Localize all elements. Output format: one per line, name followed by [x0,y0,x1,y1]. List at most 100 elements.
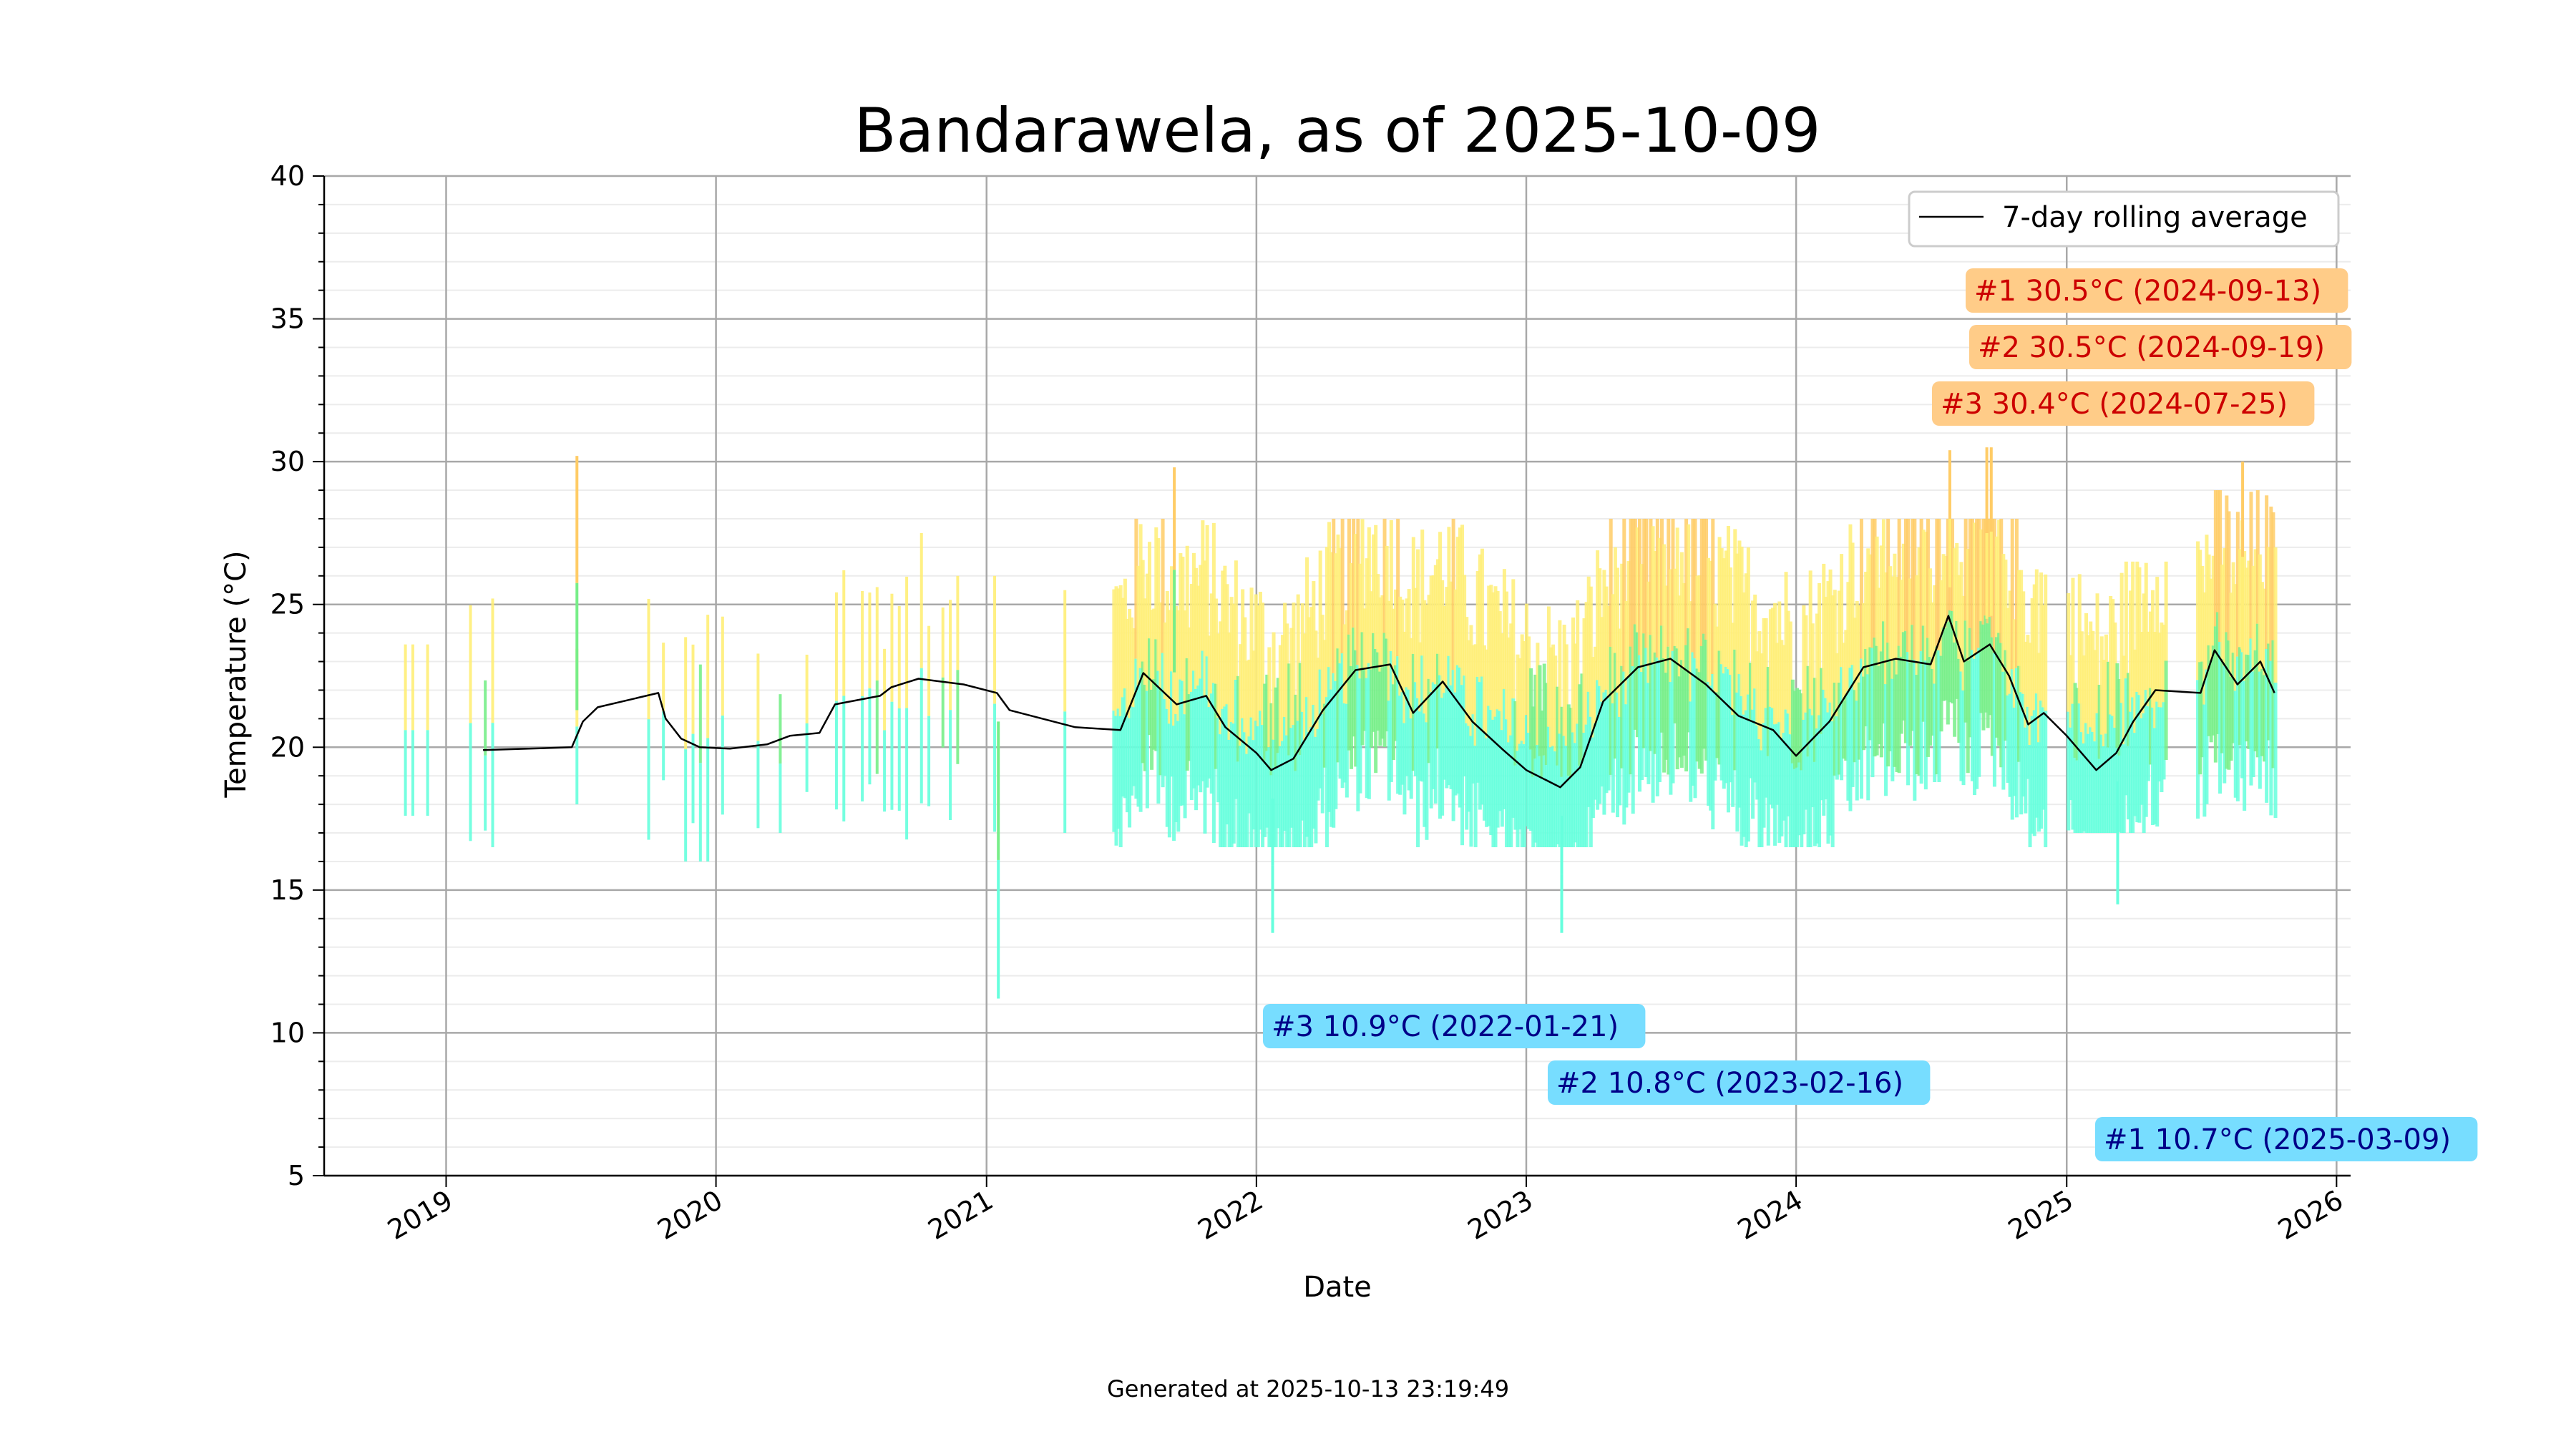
daily-min-bar [1822,689,1826,816]
daily-max-bar [1995,536,1999,638]
daily-max-bar [1544,683,1548,766]
daily-min-bar [1249,717,1254,847]
daily-max-bar [1715,626,1719,693]
daily-max-bar [1507,637,1511,743]
daily-min-bar [2107,747,2111,834]
daily-max-bar [1372,534,1376,633]
daily-min-bar [1385,638,1389,732]
daily-min-bar [1780,738,1784,836]
daily-max-bar [1999,518,2004,643]
daily-min-bar [2142,713,2146,834]
daily-max-bar [1977,518,1981,648]
daily-max-bar [1795,688,1800,768]
daily-min-bar [1970,650,1974,781]
daily-min-bar [1158,688,1163,776]
daily-min-bar [2137,695,2142,823]
daily-max-bar [1813,678,1817,762]
daily-max-bar [2001,554,2006,672]
daily-max-bar [1846,582,1850,692]
daily-max-bar [1147,542,1151,639]
daily-max-bar [1438,532,1443,675]
daily-min-bar [1990,637,1994,756]
daily-max-bar [1833,590,1837,683]
daily-max-bar [2014,518,2019,668]
daily-min-bar [2211,645,2215,736]
daily-max-bar [1746,547,1750,695]
daily-min-bar [1294,771,1298,847]
daily-min-bar [1784,709,1788,847]
daily-max-bar [1826,581,1830,713]
daily-max-bar [1336,535,1340,649]
daily-max-bar [1194,567,1199,689]
daily-max-bar [2122,655,2126,745]
y-tick-label: 5 [288,1160,305,1191]
daily-min-bar [1591,737,1595,819]
daily-min-bar [2241,557,2245,653]
daily-min-bar [1112,711,1116,832]
daily-max-bar [2004,560,2008,650]
daily-max-bar [647,598,650,720]
daily-min-bar [2196,680,2200,819]
daily-min-bar [1221,708,1225,847]
daily-max-bar [2146,631,2150,707]
daily-min-bar [2243,680,2247,811]
daily-min-bar [1635,632,1639,738]
daily-min-bar [2205,669,2209,804]
daily-max-bar [1365,558,1369,678]
daily-max-bar [905,576,909,708]
daily-min-bar [1842,701,1846,759]
daily-min-bar [1132,707,1136,786]
daily-min-bar [1551,746,1556,847]
daily-min-bar [1345,703,1349,798]
daily-max-bar [1620,563,1624,666]
daily-max-bar [1163,622,1167,700]
hot-record-annotation: #2 30.5°C (2024-09-19) [1969,325,2352,369]
daily-max-bar [1790,679,1795,763]
daily-min-bar [1596,680,1600,810]
daily-min-bar [1926,638,1930,757]
daily-max-bar [1316,658,1320,729]
daily-max-bar [2241,462,2245,557]
daily-max-bar [1252,650,1256,741]
daily-max-bar [1546,606,1551,727]
daily-min-bar [1953,642,1957,737]
daily-min-bar [1263,760,1267,837]
daily-min-bar [1908,662,1913,746]
daily-min-bar [1529,749,1533,831]
daily-min-bar [1219,734,1223,847]
daily-max-bar [1792,691,1797,769]
daily-min-bar [2271,640,2275,769]
daily-max-bar [1136,565,1141,687]
daily-max-bar [1629,518,1633,647]
daily-min-bar [805,723,809,792]
daily-max-bar [1322,640,1327,704]
daily-max-bar [1345,610,1349,704]
daily-max-bar [1682,582,1686,670]
daily-max-bar [1487,585,1491,706]
daily-min-bar [2104,733,2108,834]
daily-min-bar [1358,678,1362,794]
daily-min-bar [1128,718,1132,828]
daily-max-bar [842,570,846,696]
daily-min-bar [1726,669,1730,813]
daily-max-bar [1753,594,1757,689]
daily-max-bar [2243,551,2247,681]
daily-max-bar [1465,617,1469,723]
daily-min-bar [1334,681,1338,809]
daily-max-bar [1653,551,1657,653]
daily-max-bar [1387,600,1391,701]
daily-max-bar [1267,647,1272,748]
daily-min-bar [1870,648,1875,778]
daily-max-bar [1875,536,1879,646]
daily-min-bar [1332,673,1336,828]
daily-min-bar [2079,732,2084,834]
daily-min-bar [1879,651,1883,758]
daily-min-bar [834,701,838,810]
daily-max-bar [1664,585,1669,673]
daily-min-bar [2082,743,2086,831]
daily-max-bar [1130,617,1134,707]
daily-min-bar [1659,625,1664,733]
daily-max-bar [1766,667,1770,756]
daily-min-bar [2116,842,2119,904]
daily-max-bar [1877,587,1881,666]
